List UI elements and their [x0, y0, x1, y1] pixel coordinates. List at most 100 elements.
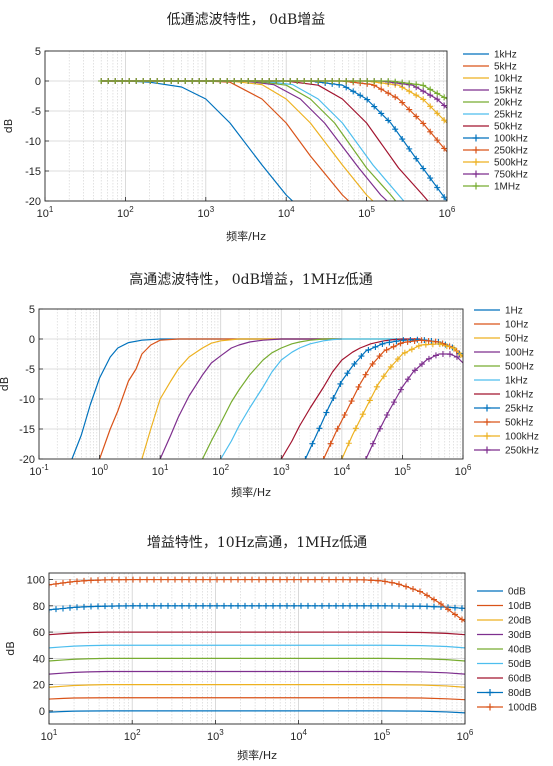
series-marker-80dB	[403, 603, 409, 610]
axes-box	[44, 50, 448, 202]
series-marker-80dB	[333, 602, 339, 609]
series-marker-100kHz	[385, 117, 392, 124]
series-markers-1MHz	[98, 78, 447, 101]
series-marker-80dB	[81, 603, 87, 610]
series-marker-250kHz	[441, 145, 447, 152]
series-marker-25kHz	[372, 343, 379, 350]
series-line-0dB	[49, 710, 465, 714]
series-marker-1MHz	[217, 78, 224, 84]
x-tick-label: 102	[124, 728, 141, 743]
series-marker-1MHz	[371, 78, 378, 84]
chart-title: 增益特性，10Hz高通，1MHz低通	[147, 534, 367, 551]
x-tick-label: 101	[152, 463, 169, 478]
series-marker-250kHz	[390, 399, 397, 406]
series-line-500Hz	[201, 338, 403, 459]
series-marker-80dB	[277, 602, 283, 609]
x-axis-label: 频率/Hz	[226, 229, 266, 243]
series-line-50kHz	[101, 80, 429, 201]
series-marker-80dB	[459, 605, 465, 612]
y-tick-label: 100	[27, 575, 45, 587]
series-marker-25kHz	[358, 353, 365, 360]
x-tick-label: 102	[212, 463, 229, 478]
series-marker-25kHz	[302, 456, 309, 459]
series-marker-100dB	[277, 576, 283, 583]
series-marker-80dB	[298, 602, 304, 609]
series-marker-50kHz	[383, 346, 390, 353]
series-marker-100kHz	[380, 373, 387, 380]
series-marker-25kHz	[414, 336, 421, 343]
legend-label: 100Hz	[505, 348, 534, 359]
series-marker-1MHz	[322, 78, 329, 84]
y-tick-label: 5	[35, 46, 41, 58]
series-marker-80dB	[53, 606, 59, 613]
series-marker-100kHz	[343, 84, 350, 91]
series-marker-80dB	[242, 602, 248, 609]
series-marker-100dB	[382, 578, 388, 585]
series-marker-50kHz	[390, 343, 397, 350]
series-marker-50kHz	[404, 338, 411, 345]
series-line-30dB	[49, 670, 465, 675]
x-tick-label: 10-1	[29, 463, 49, 478]
series-marker-25kHz	[309, 440, 316, 447]
series-marker-80dB	[235, 602, 241, 609]
x-tick-label: 101	[37, 205, 54, 220]
series-group	[71, 336, 463, 459]
series-marker-750kHz	[441, 102, 447, 109]
series-marker-500kHz	[413, 92, 420, 99]
series-group	[98, 78, 447, 201]
series-marker-100dB	[200, 576, 206, 583]
legend-label: 50kHz	[505, 418, 533, 429]
series-marker-1MHz	[196, 78, 203, 84]
series-marker-100kHz	[366, 397, 373, 404]
series-marker-25kHz	[323, 409, 330, 416]
series-marker-1MHz	[329, 78, 336, 84]
series-marker-100dB	[186, 576, 192, 583]
legend-marker-250kHz	[472, 146, 480, 154]
y-tick-label: 40	[33, 653, 45, 665]
series-marker-100dB	[172, 576, 178, 583]
legend: 0dB 10dB 20dB 30dB 40dB 50dB 60dB 80dB 100dB	[477, 587, 537, 714]
series-marker-80dB	[312, 602, 318, 609]
series-marker-80dB	[214, 602, 220, 609]
series-marker-1MHz	[259, 78, 266, 84]
series-marker-100kHz	[387, 363, 394, 370]
series-marker-100dB	[312, 576, 318, 583]
series-marker-80dB	[410, 603, 416, 610]
series-marker-50kHz	[411, 337, 418, 344]
series-marker-1MHz	[98, 78, 105, 84]
series-marker-100kHz	[399, 136, 406, 143]
series-marker-100kHz	[394, 356, 401, 363]
series-line-10Hz	[99, 338, 342, 459]
series-marker-100dB	[123, 576, 129, 583]
series-marker-100dB	[417, 588, 423, 595]
series-marker-250kHz	[420, 120, 427, 127]
legend-label: 500kHz	[494, 158, 528, 169]
series-marker-250kHz	[413, 113, 420, 120]
x-tick-label: 105	[394, 463, 411, 478]
legend-label: 250kHz	[494, 146, 528, 157]
series-marker-100dB	[333, 576, 339, 583]
x-tick-label: 103	[207, 728, 224, 743]
series-marker-100dB	[403, 583, 409, 590]
series-marker-80dB	[207, 602, 213, 609]
series-marker-80dB	[396, 602, 402, 609]
series-marker-100dB	[165, 576, 171, 583]
series-marker-100kHz	[401, 349, 408, 356]
series-marker-250kHz	[404, 376, 411, 383]
series-marker-50kHz	[320, 456, 327, 459]
series-marker-1MHz	[203, 78, 210, 84]
legend-label: 1kHz	[505, 376, 528, 387]
series-marker-1MHz	[133, 78, 140, 84]
x-tick-label: 106	[455, 463, 472, 478]
series-marker-1MHz	[140, 78, 147, 84]
series-marker-100kHz	[350, 88, 357, 95]
legend-label: 1Hz	[505, 306, 523, 317]
series-marker-1MHz	[364, 78, 371, 84]
series-marker-100dB	[137, 576, 143, 583]
legend-label: 20dB	[508, 616, 532, 627]
chart-3: 增益特性，10Hz高通，1MHz低通 100 80 60 40 20 0 101 102 103 1…	[4, 534, 537, 762]
series-marker-80dB	[144, 602, 150, 609]
series-marker-100dB	[144, 576, 150, 583]
x-tick-label: 106	[457, 728, 474, 743]
series-marker-1MHz	[441, 94, 447, 101]
